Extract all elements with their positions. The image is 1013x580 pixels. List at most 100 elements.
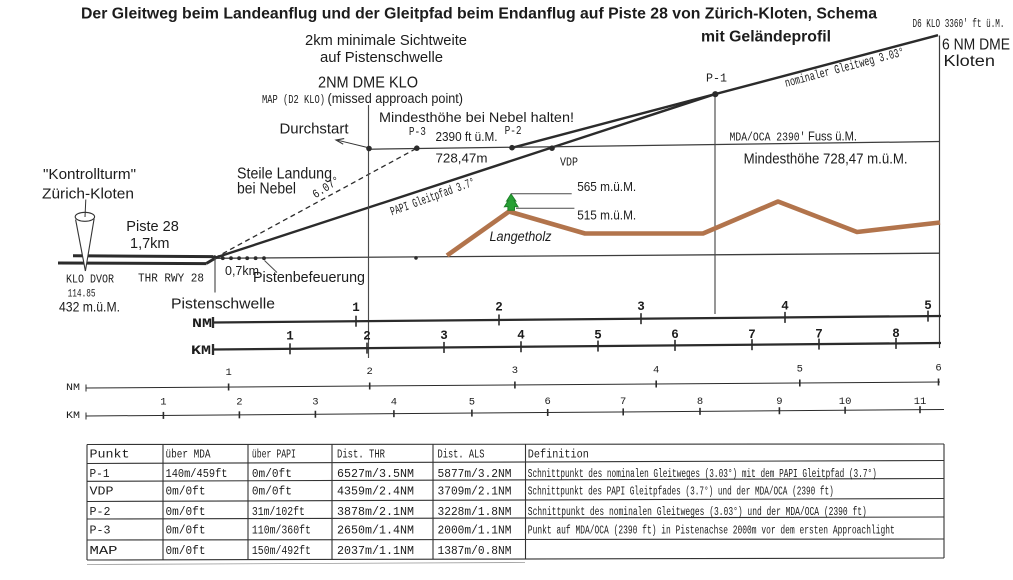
svg-text:Fuss ü.M.: Fuss ü.M. <box>808 129 857 144</box>
svg-text:MDA/OCA 2390': MDA/OCA 2390' <box>730 131 806 145</box>
svg-text:0m/0ft: 0m/0ft <box>252 468 292 481</box>
svg-text:2: 2 <box>236 396 242 408</box>
svg-text:4: 4 <box>781 300 789 314</box>
svg-text:6527m/3.5NM: 6527m/3.5NM <box>337 468 414 481</box>
svg-text:5: 5 <box>469 396 475 408</box>
svg-text:0,7km: 0,7km <box>225 263 259 278</box>
svg-text:KLO DVOR: KLO DVOR <box>66 273 114 287</box>
svg-text:6: 6 <box>935 363 941 375</box>
svg-text:728,47m: 728,47m <box>436 151 488 166</box>
svg-text:0m/0ft: 0m/0ft <box>252 486 292 499</box>
svg-text:515 m.ü.M.: 515 m.ü.M. <box>577 208 636 223</box>
svg-text:(missed approach point): (missed approach point) <box>328 91 464 106</box>
svg-text:2390 ft ü.M.: 2390 ft ü.M. <box>436 129 498 144</box>
svg-text:3228m/1.8NM: 3228m/1.8NM <box>438 506 512 519</box>
svg-text:KM: KM <box>191 344 211 358</box>
svg-text:P-1: P-1 <box>706 72 727 86</box>
svg-text:Zürich-Kloten: Zürich-Kloten <box>42 186 134 203</box>
svg-text:Steile Landung: Steile Landung <box>237 166 332 183</box>
svg-text:114.85: 114.85 <box>68 289 96 301</box>
svg-text:Dist. ALS: Dist. ALS <box>438 449 485 462</box>
svg-text:VDP: VDP <box>90 486 114 499</box>
svg-text:über MDA: über MDA <box>166 449 211 462</box>
svg-text:Pistenschwelle: Pistenschwelle <box>171 296 275 313</box>
svg-text:MAP: MAP <box>90 545 118 558</box>
svg-text:Definition: Definition <box>528 449 589 462</box>
svg-text:Pistenbefeuerung: Pistenbefeuerung <box>253 270 365 286</box>
svg-text:Punkt auf MDA/OCA (2390 ft) in: Punkt auf MDA/OCA (2390 ft) in Pistenach… <box>528 525 895 538</box>
svg-text:6: 6 <box>545 396 551 408</box>
svg-text:über PAPI: über PAPI <box>252 449 296 462</box>
svg-text:1,7km: 1,7km <box>130 235 170 252</box>
svg-text:P-2: P-2 <box>505 124 522 138</box>
svg-text:KM: KM <box>66 410 80 422</box>
svg-text:P-3: P-3 <box>90 525 111 538</box>
svg-text:8: 8 <box>892 327 900 341</box>
svg-text:2000m/1.1NM: 2000m/1.1NM <box>438 525 512 538</box>
svg-text:10: 10 <box>839 396 852 408</box>
svg-text:110m/360ft: 110m/360ft <box>252 525 311 538</box>
svg-text:P-3: P-3 <box>409 125 426 139</box>
svg-text:2NM DME KLO: 2NM DME KLO <box>318 75 418 92</box>
svg-text:7: 7 <box>815 328 823 342</box>
svg-text:6 NM DME: 6 NM DME <box>942 37 1010 54</box>
svg-text:Dist. THR: Dist. THR <box>337 449 385 462</box>
svg-text:Mindesthöhe 728,47 m.ü.M.: Mindesthöhe 728,47 m.ü.M. <box>744 151 908 168</box>
svg-text:2: 2 <box>367 366 373 378</box>
svg-text:Langetholz: Langetholz <box>490 229 552 244</box>
svg-text:2: 2 <box>363 329 371 343</box>
svg-text:3: 3 <box>637 300 645 314</box>
svg-text:4: 4 <box>391 396 397 408</box>
svg-text:150m/492ft: 150m/492ft <box>252 545 311 558</box>
svg-text:1: 1 <box>352 301 360 315</box>
svg-text:P-2: P-2 <box>90 506 111 519</box>
svg-text:Durchstart: Durchstart <box>280 121 350 138</box>
svg-text:1387m/0.8NM: 1387m/0.8NM <box>438 545 512 558</box>
svg-text:bei Nebel: bei Nebel <box>237 181 296 198</box>
svg-text:2650m/1.4NM: 2650m/1.4NM <box>337 525 414 538</box>
svg-text:VDP: VDP <box>560 156 578 170</box>
svg-text:Punkt: Punkt <box>90 449 130 462</box>
svg-text:1: 1 <box>225 367 231 379</box>
svg-text:4: 4 <box>517 329 525 343</box>
svg-text:8: 8 <box>697 396 703 408</box>
svg-text:4: 4 <box>653 364 659 376</box>
svg-text:1: 1 <box>286 330 294 344</box>
svg-text:5: 5 <box>924 299 932 313</box>
svg-text:NM: NM <box>66 382 80 394</box>
svg-text:mit Geländeprofil: mit Geländeprofil <box>701 29 831 46</box>
svg-text:Kloten: Kloten <box>944 53 996 70</box>
svg-text:Schnittpunkt des nominalen Gle: Schnittpunkt des nominalen Gleitweges (3… <box>528 468 877 481</box>
svg-text:9: 9 <box>776 396 782 408</box>
svg-text:4359m/2.4NM: 4359m/2.4NM <box>337 486 414 499</box>
svg-text:0m/0ft: 0m/0ft <box>166 525 206 538</box>
svg-text:THR RWY 28: THR RWY 28 <box>138 272 204 286</box>
svg-text:31m/102ft: 31m/102ft <box>252 506 305 519</box>
svg-text:7: 7 <box>748 328 756 342</box>
svg-text:5: 5 <box>797 363 803 375</box>
svg-text:3: 3 <box>312 396 318 408</box>
svg-text:0m/0ft: 0m/0ft <box>166 506 206 519</box>
svg-text:3: 3 <box>512 365 518 377</box>
svg-text:Schnittpunkt des PAPI Gleitpfa: Schnittpunkt des PAPI Gleitpfades (3.7°)… <box>528 486 834 499</box>
svg-text:2037m/1.1NM: 2037m/1.1NM <box>337 545 414 558</box>
svg-text:5: 5 <box>594 328 602 342</box>
svg-text:6: 6 <box>671 328 679 342</box>
svg-text:NM: NM <box>192 317 212 331</box>
svg-text:3878m/2.1NM: 3878m/2.1NM <box>337 506 414 519</box>
svg-text:"Kontrollturm": "Kontrollturm" <box>43 166 136 183</box>
svg-text:11: 11 <box>914 396 927 408</box>
svg-text:0m/0ft: 0m/0ft <box>166 486 206 499</box>
svg-text:3709m/2.1NM: 3709m/2.1NM <box>438 486 512 499</box>
svg-text:432 m.ü.M.: 432 m.ü.M. <box>59 299 120 315</box>
svg-text:3: 3 <box>440 329 448 343</box>
svg-text:auf Pistenschwelle: auf Pistenschwelle <box>320 49 443 66</box>
svg-text:P-1: P-1 <box>90 468 110 481</box>
svg-text:140m/459ft: 140m/459ft <box>166 468 228 481</box>
svg-text:1: 1 <box>160 396 166 408</box>
svg-text:2km minimale Sichtweite: 2km minimale Sichtweite <box>305 32 467 49</box>
svg-text:565 m.ü.M.: 565 m.ü.M. <box>577 179 636 194</box>
svg-text:2: 2 <box>495 301 503 315</box>
svg-text:Schnittpunkt des nominalen Gle: Schnittpunkt des nominalen Gleitweges (3… <box>528 506 867 519</box>
svg-text:Mindesthöhe bei Nebel halten!: Mindesthöhe bei Nebel halten! <box>379 109 574 125</box>
